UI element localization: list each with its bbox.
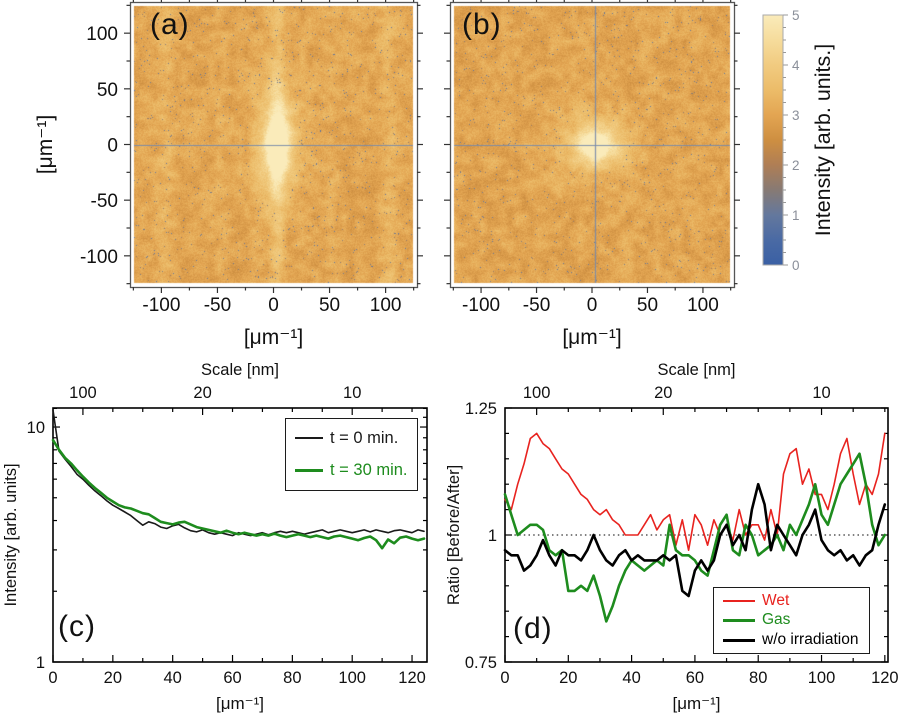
scale-tick-label: 20 [193,384,211,402]
x-tick-label: 120 [398,669,426,687]
chart-d-scale-axis-title: Scale [nm] [658,361,736,379]
map-a-x-tick-label: 0 [268,295,279,316]
chart-d-y-axis-title: Ratio [Before/After] [445,465,463,605]
map-a-y-tick-label: -100 [80,247,118,268]
legend-label: Gas [762,611,791,629]
series-t-30-min- [51,438,426,550]
panel-c-label: (c) [58,610,96,643]
legend-entry: Gas [723,611,869,629]
x-tick-label: 100 [338,669,366,687]
x-tick-label: 120 [871,669,899,687]
scale-tick-label: 20 [654,384,672,402]
map-a-y-axis-title: [μm⁻¹] [34,115,57,174]
chart-c-scale-axis-title: Scale [nm] [201,361,279,379]
colorbar [762,14,784,266]
map-b-frame [449,1,736,289]
legend-label: t = 0 min. [330,428,399,447]
colorbar-tick-label: 4 [792,58,800,73]
colorbar-tick-label: 0 [792,258,800,273]
x-tick-label: 60 [223,669,241,687]
scale-tick-label: 100 [523,384,551,402]
map-a-frame [129,1,419,289]
legend-line-sample [723,618,755,622]
y-tick-label: 1 [36,654,45,672]
chart-c-y-axis-title: Intensity [arb. units] [2,463,20,606]
legend-entry: Wet [723,592,869,610]
series-t-0-min- [52,409,425,537]
panel-d-label: (d) [513,612,553,645]
map-b-x-tick-label: 0 [587,295,598,316]
chart-d-svg: 0 20 40 60 80 100 120 [μm⁻¹] 100 20 10 Scale [nm] 0.… [445,361,899,713]
map-b-x-tick-label: 50 [637,295,658,316]
legend-line-sample [723,638,755,642]
legend-line-sample [295,469,323,473]
legend-label: t = 30 min. [330,461,408,480]
x-tick-label: 20 [559,669,577,687]
map-a-y-tick-label: -50 [91,191,118,212]
y-tick-label: 0.75 [465,654,497,672]
chart-c-x-axis-title: [μm⁻¹] [216,694,264,713]
legend-line-sample [295,437,323,440]
legend-line-sample [723,599,755,602]
chart-d-legend: Wet Gas w/o irradiation [713,587,870,654]
chart-c-legend: t = 0 min. t = 30 min. [285,418,418,491]
map-a-y-tick-label: 100 [86,24,118,45]
map-a-x-tick-label: 100 [370,295,402,316]
panel-b-label: (b) [462,8,502,41]
colorbar-tick-label: 5 [792,8,800,23]
x-tick-label: 100 [808,669,836,687]
scale-tick-label: 10 [812,384,830,402]
map-a-x-tick-label: -50 [204,295,231,316]
legend-entry: w/o irradiation [723,631,869,649]
legend-entry: t = 0 min. [295,429,417,448]
series-wet [504,432,886,551]
chart-d-x-axis-title: [μm⁻¹] [672,694,720,713]
series-w-o-irradiation [503,482,887,598]
y-tick-label: 1 [488,527,497,545]
x-tick-label: 40 [164,669,182,687]
y-tick-label: 1.25 [465,400,497,418]
legend-label: w/o irradiation [762,631,859,649]
map-a-y-tick-label: 50 [97,80,118,101]
x-tick-label: 40 [622,669,640,687]
scale-tick-label: 10 [343,384,361,402]
x-tick-label: 80 [283,669,301,687]
colorbar-title: Intensity [arb. units.] [811,44,835,236]
legend-label: Wet [762,591,790,609]
fft-map-b [451,3,733,286]
x-tick-label: 60 [686,669,704,687]
top-row-axes: -100-100-50-50005050100100[μm⁻¹][μm⁻¹]-1… [34,0,835,349]
map-b-x-tick-label: 100 [687,295,719,316]
x-tick-label: 20 [104,669,122,687]
x-tick-label: 80 [749,669,767,687]
panel-a-label: (a) [150,8,190,41]
map-a-x-axis-title: [μm⁻¹] [244,326,303,349]
map-b-x-tick-label: -100 [462,295,500,316]
series-gas [503,452,887,623]
x-tick-label: 0 [48,669,57,687]
colorbar-tick-label: 3 [792,108,800,123]
chart-c-frame [52,407,428,663]
chart-c-svg: 0 20 40 60 80 100 120 [μm⁻¹] 100 20 10 Scale [nm] 1 1… [2,361,428,713]
chart-d-container: 0 20 40 60 80 100 120 [μm⁻¹] 100 20 10 Scale [nm] 0.… [445,355,907,714]
colorbar-tick-label: 1 [792,208,800,223]
scale-tick-label: 100 [69,384,97,402]
map-a-x-tick-label: 50 [319,295,340,316]
chart-c-container: 0 20 40 60 80 100 120 [μm⁻¹] 100 20 10 Scale [nm] 1 1… [0,355,445,714]
fft-map-a [131,3,416,286]
legend-entry: t = 30 min. [295,461,417,480]
map-a-y-tick-label: 0 [107,136,118,157]
map-b-x-tick-label: -50 [523,295,550,316]
map-b-x-axis-title: [μm⁻¹] [562,326,621,349]
colorbar-tick-label: 2 [792,158,800,173]
x-tick-label: 0 [500,669,509,687]
y-tick-label: 10 [27,419,45,437]
map-a-x-tick-label: -100 [142,295,180,316]
